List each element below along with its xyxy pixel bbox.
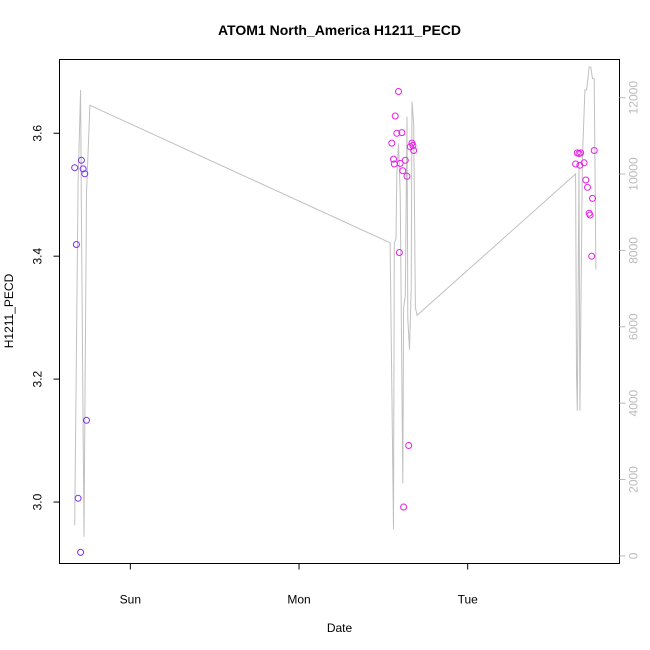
data-point — [395, 249, 403, 256]
data-point — [79, 165, 87, 173]
data-point — [572, 160, 580, 168]
chart-title: ATOM1 North_America H1211_PECD — [218, 22, 461, 38]
data-point — [589, 194, 596, 202]
data-point — [590, 147, 598, 154]
y2-tick-label: 6000 — [627, 313, 641, 340]
left-y-axis: 3.0 3.2 3.4 3.6 — [31, 125, 60, 510]
y-tick-label: 3.2 — [31, 370, 45, 387]
data-point — [74, 494, 82, 502]
x-axis-label: Date — [327, 621, 353, 635]
x-tick-label: Mon — [287, 593, 310, 607]
data-point — [409, 142, 417, 149]
data-point — [395, 88, 402, 95]
y2-tick-label: 12000 — [627, 81, 641, 115]
data-points-layer — [71, 88, 598, 556]
data-point — [580, 159, 588, 167]
data-point — [391, 112, 399, 120]
y2-tick-label: 4000 — [627, 389, 641, 416]
data-point — [396, 159, 404, 167]
data-point — [410, 147, 418, 154]
data-point — [588, 252, 596, 260]
data-point — [584, 183, 591, 191]
data-point — [400, 503, 408, 511]
data-point — [586, 211, 594, 219]
data-point — [398, 129, 406, 137]
data-point — [388, 139, 396, 147]
data-point — [72, 241, 80, 248]
y-tick-label: 3.0 — [31, 493, 45, 510]
x-tick-label: Tue — [458, 593, 479, 607]
data-point — [405, 442, 413, 449]
data-point — [71, 164, 79, 172]
data-point — [81, 170, 89, 178]
data-point — [401, 156, 409, 164]
y2-tick-label: 2000 — [627, 466, 641, 493]
data-point — [77, 548, 85, 556]
plot-frame — [59, 59, 620, 564]
y-tick-label: 3.6 — [31, 125, 45, 142]
data-point — [577, 149, 585, 157]
altitude-series-line — [74, 66, 597, 537]
altitude-line-layer — [74, 66, 597, 537]
x-tick-label: Sun — [120, 593, 141, 607]
data-point — [77, 156, 85, 164]
data-point — [83, 416, 90, 424]
data-point — [403, 172, 411, 180]
y2-tick-label: 8000 — [627, 237, 641, 264]
data-point — [390, 155, 397, 163]
data-point — [393, 129, 401, 137]
data-point — [399, 167, 407, 175]
right-y-axis: 0 2000 4000 6000 8000 10000 12000 — [619, 81, 641, 559]
data-point — [582, 176, 590, 184]
y-tick-label: 3.4 — [31, 248, 45, 265]
x-axis: Sun Mon Tue — [120, 563, 479, 607]
y2-tick-label: 0 — [627, 552, 641, 559]
y-axis-label: H1211_PECD — [2, 273, 16, 348]
y2-tick-label: 10000 — [627, 157, 641, 191]
